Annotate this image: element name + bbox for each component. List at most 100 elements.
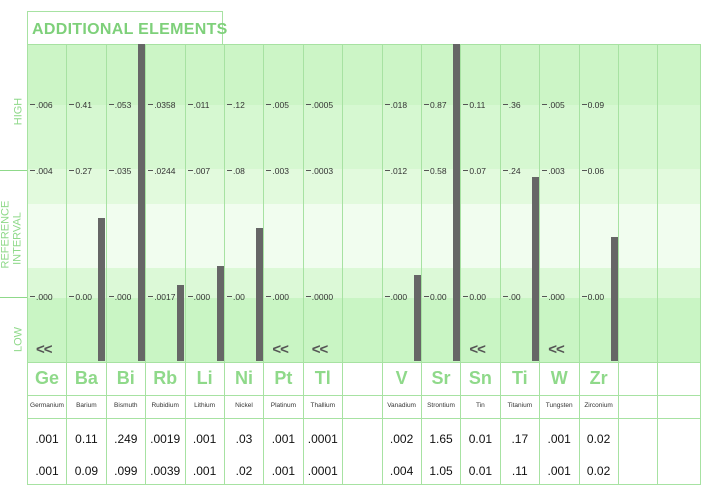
column-divider bbox=[224, 44, 225, 485]
reference-tick bbox=[148, 296, 154, 297]
reference-tick bbox=[227, 296, 232, 297]
result-value-1: 1.65 bbox=[429, 432, 453, 446]
result-bar bbox=[453, 44, 460, 361]
result-bar bbox=[98, 218, 106, 361]
reference-tick bbox=[305, 170, 311, 171]
below-range-marker: << bbox=[272, 341, 289, 358]
result-bar bbox=[216, 265, 224, 361]
element-name: Vanadium bbox=[387, 402, 416, 409]
element-name: Barium bbox=[76, 402, 97, 409]
reference-tick bbox=[266, 104, 272, 105]
element-name: Tungsten bbox=[545, 402, 573, 409]
reference-tick bbox=[502, 296, 508, 297]
reference-lower-value: .000 bbox=[272, 292, 289, 302]
element-name: Strontium bbox=[427, 402, 455, 409]
column-divider bbox=[460, 44, 462, 485]
divider-symbols bbox=[27, 362, 701, 363]
reference-high-value: 0.11 bbox=[469, 100, 486, 110]
result-value-2: .099 bbox=[114, 464, 138, 478]
element-name: Thallium bbox=[310, 402, 336, 409]
reference-lower-value: 0.00 bbox=[587, 292, 605, 302]
reference-lower-value: 0.00 bbox=[430, 292, 447, 302]
axis-lower-tick bbox=[0, 297, 27, 298]
reference-tick bbox=[148, 104, 154, 105]
reference-high-value: .0005 bbox=[311, 100, 334, 110]
reference-upper-value: .24 bbox=[508, 166, 521, 176]
result-value-2: .11 bbox=[511, 464, 528, 478]
reference-high-value: .053 bbox=[114, 100, 132, 110]
result-value-1: .001 bbox=[192, 432, 217, 446]
result-value-1: .0019 bbox=[150, 432, 181, 446]
column-divider bbox=[700, 44, 701, 485]
element-symbol: Ti bbox=[511, 368, 528, 388]
reference-upper-value: .003 bbox=[548, 166, 565, 176]
reference-upper-value: .004 bbox=[36, 166, 53, 176]
reference-tick bbox=[69, 296, 75, 297]
result-value-2: .0001 bbox=[307, 464, 338, 478]
result-value-1: .001 bbox=[547, 432, 571, 446]
below-range-marker: << bbox=[548, 341, 565, 358]
element-symbol: Sn bbox=[468, 368, 492, 388]
element-symbol: Li bbox=[196, 368, 213, 388]
reference-tick bbox=[108, 104, 114, 105]
result-bar bbox=[531, 177, 539, 361]
result-value-1: .001 bbox=[35, 432, 59, 446]
column-divider bbox=[145, 44, 147, 485]
result-value-2: 0.09 bbox=[74, 464, 99, 478]
reference-lower-value: .000 bbox=[193, 292, 211, 302]
reference-lower-value: 0.00 bbox=[75, 292, 92, 302]
element-symbol: Tl bbox=[314, 368, 331, 388]
reference-tick bbox=[463, 104, 469, 105]
reference-tick bbox=[227, 170, 232, 171]
element-symbol: W bbox=[550, 368, 568, 388]
reference-upper-value: 0.06 bbox=[587, 166, 605, 176]
reference-high-value: .12 bbox=[233, 100, 245, 110]
reference-tick bbox=[581, 296, 587, 297]
element-symbol: Ni bbox=[235, 368, 253, 388]
reference-tick bbox=[502, 170, 508, 171]
reference-high-value: .018 bbox=[390, 100, 408, 110]
reference-tick bbox=[463, 170, 469, 171]
below-range-marker: << bbox=[36, 341, 53, 358]
result-bar bbox=[177, 284, 185, 361]
result-value-2: .001 bbox=[547, 464, 571, 478]
result-value-1: .0001 bbox=[307, 432, 338, 446]
reference-lower-value: .000 bbox=[390, 292, 408, 302]
element-name: Zirconium bbox=[584, 402, 613, 409]
reference-tick bbox=[266, 296, 272, 297]
reference-lower-value: .000 bbox=[36, 292, 53, 302]
reference-high-value: .0358 bbox=[154, 100, 176, 110]
reference-high-value: 0.09 bbox=[587, 100, 605, 110]
element-symbol: Pt bbox=[274, 368, 293, 388]
result-value-2: .02 bbox=[235, 464, 253, 478]
reference-tick bbox=[305, 104, 311, 105]
reference-tick bbox=[108, 170, 114, 171]
reference-tick bbox=[424, 104, 429, 105]
reference-lower-value: .0017 bbox=[154, 292, 176, 302]
reference-tick bbox=[187, 296, 193, 297]
column-divider bbox=[342, 44, 344, 485]
reference-tick bbox=[187, 104, 193, 105]
reference-tick bbox=[148, 170, 154, 171]
column-divider bbox=[657, 44, 659, 485]
low-band bbox=[28, 298, 700, 363]
result-value-1: 0.01 bbox=[468, 432, 493, 446]
result-value-2: .001 bbox=[271, 464, 296, 478]
reference-upper-value: .035 bbox=[114, 166, 132, 176]
element-symbol: Ba bbox=[74, 368, 98, 388]
column-divider bbox=[302, 44, 304, 485]
result-value-2: .0039 bbox=[150, 464, 181, 478]
result-value-2: 1.05 bbox=[429, 464, 453, 478]
reference-lower-value: 0.00 bbox=[469, 292, 486, 302]
section-title: ADDITIONAL ELEMENTS bbox=[32, 21, 228, 38]
reference-lower-value: .000 bbox=[114, 292, 132, 302]
element-name: Platinum bbox=[270, 402, 297, 409]
reference-upper-value: .003 bbox=[272, 166, 289, 176]
column-divider bbox=[27, 44, 28, 485]
divider-results bbox=[27, 418, 701, 419]
reference-tick bbox=[266, 170, 272, 171]
reference-upper-value: .007 bbox=[193, 166, 211, 176]
column-divider bbox=[184, 44, 186, 485]
result-value-2: 0.01 bbox=[468, 464, 493, 478]
result-value-1: .17 bbox=[511, 432, 529, 446]
